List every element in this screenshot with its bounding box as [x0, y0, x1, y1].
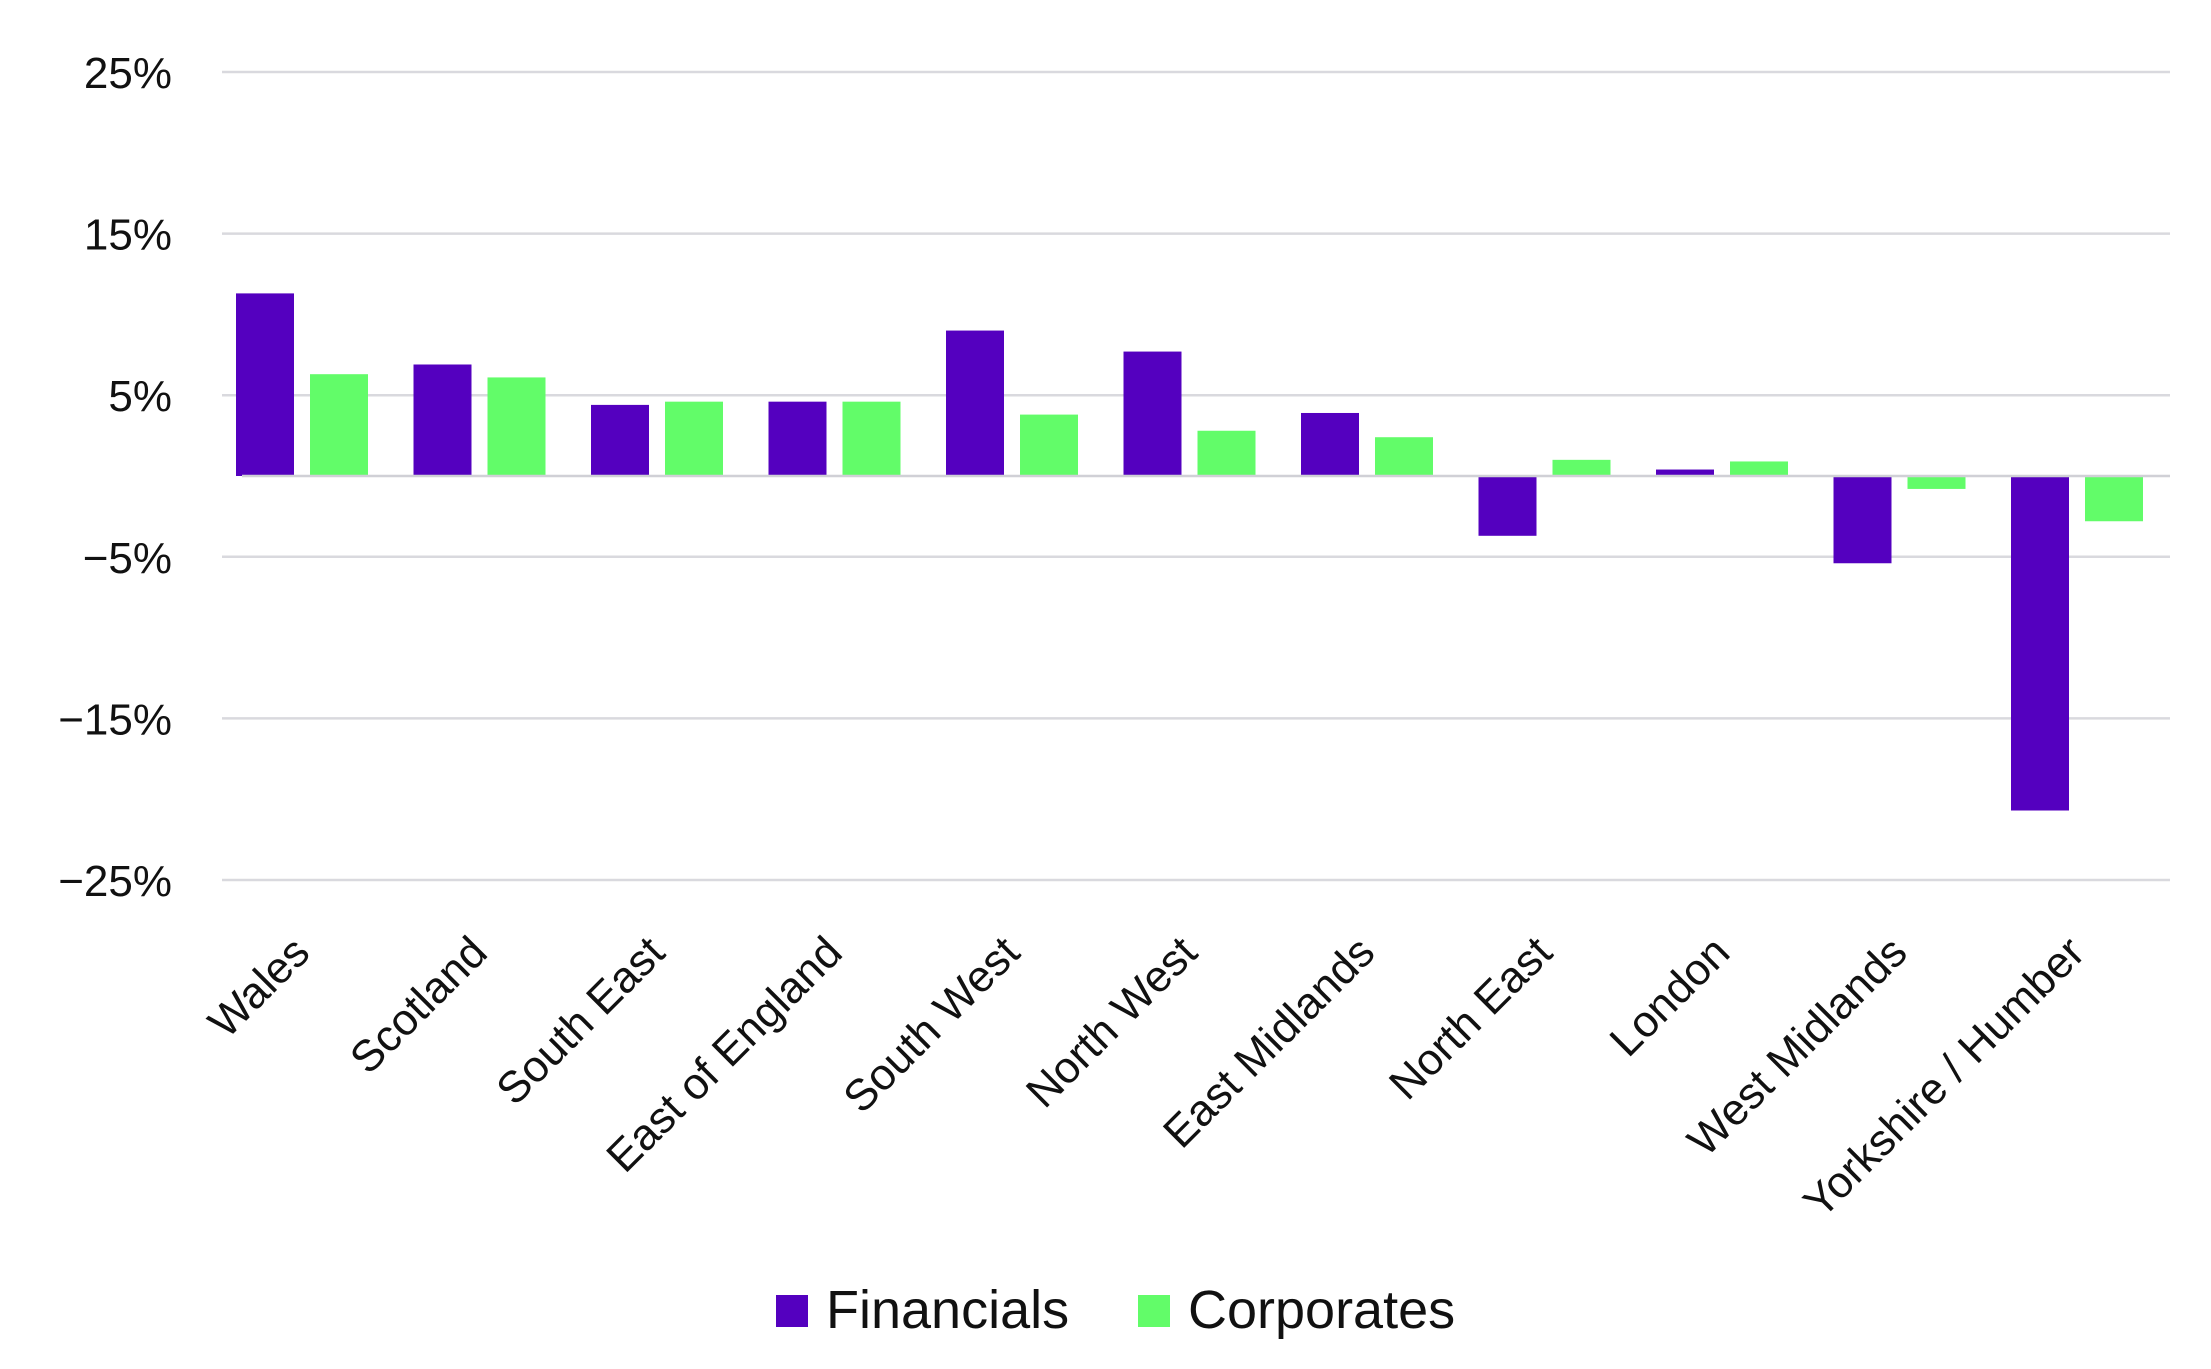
y-tick-label: 25% [84, 49, 172, 98]
bar-financials [1833, 476, 1892, 564]
x-category-label: Scotland [341, 927, 497, 1083]
y-tick-label: −5% [83, 534, 172, 583]
bar-financials [1123, 351, 1182, 476]
bar-corporates [1730, 461, 1788, 476]
bar-corporates [1020, 414, 1078, 476]
bar-corporates [665, 401, 723, 476]
x-category-label: South East [487, 927, 674, 1114]
legend-swatch-financials [776, 1295, 808, 1327]
y-axis-ticks: 25% 15% 5% −5% −15% −25% [58, 49, 172, 906]
gridlines [222, 70, 2170, 882]
y-tick-label: −15% [58, 695, 172, 744]
bar-corporates [1375, 437, 1433, 476]
bar-corporates [1197, 430, 1256, 476]
legend-label-corporates: Corporates [1188, 1280, 1455, 1340]
bar-corporates [2085, 476, 2143, 522]
bars [236, 293, 2143, 811]
bar-financials [1656, 469, 1714, 476]
bar-corporates [1907, 476, 1966, 489]
x-category-label: London [1601, 927, 1739, 1065]
bar-financials [1478, 476, 1537, 536]
x-category-label: South West [834, 927, 1029, 1122]
bar-corporates [842, 401, 901, 476]
bar-corporates [487, 377, 546, 476]
bar-financials [946, 330, 1004, 476]
bar-financials [768, 401, 827, 476]
bar-financials [591, 404, 649, 476]
x-category-label: North East [1380, 927, 1562, 1109]
bar-financials [413, 364, 472, 476]
bar-financials [2011, 476, 2069, 811]
bar-financials [1301, 412, 1359, 476]
bar-corporates [310, 374, 368, 476]
x-category-label: North West [1017, 927, 1207, 1117]
y-tick-label: 15% [84, 211, 172, 260]
legend-swatch-corporates [1138, 1295, 1170, 1327]
bar-corporates [1552, 459, 1611, 476]
legend: Financials Corporates [776, 1280, 1455, 1340]
bar-financials [236, 293, 294, 476]
legend-label-financials: Financials [826, 1280, 1069, 1340]
y-tick-label: 5% [108, 372, 172, 421]
y-tick-label: −25% [58, 857, 172, 906]
x-category-label: Wales [199, 927, 319, 1047]
